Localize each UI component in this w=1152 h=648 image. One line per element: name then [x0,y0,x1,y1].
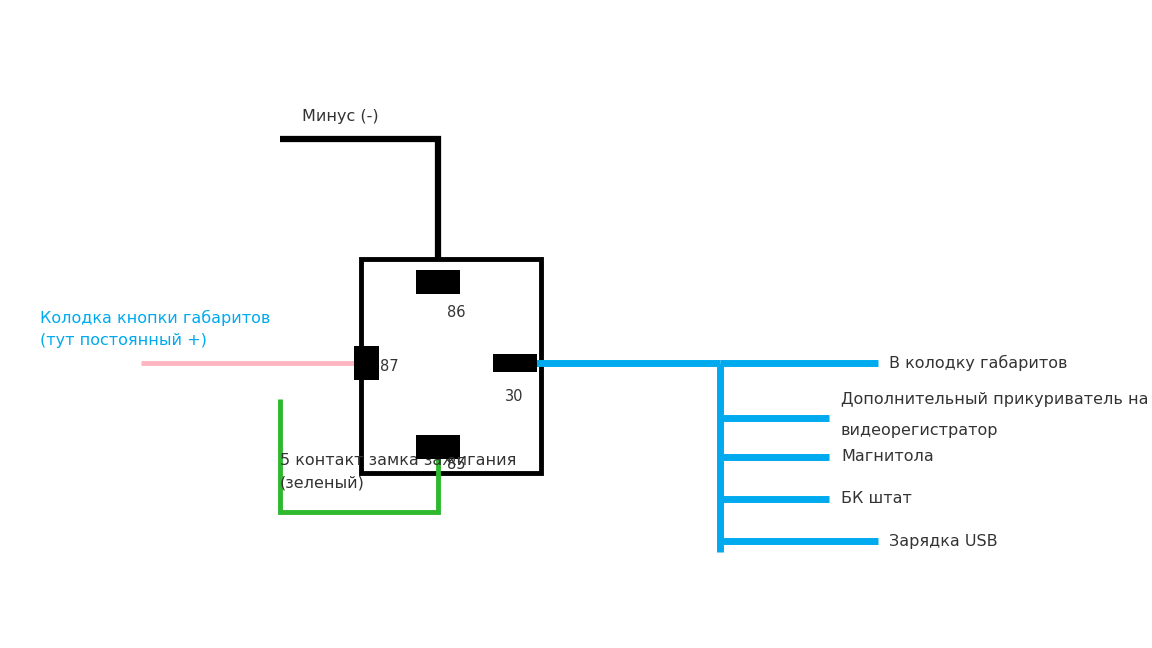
Text: (зеленый): (зеленый) [280,475,365,491]
Text: (тут постоянный +): (тут постоянный +) [40,332,207,348]
Text: видеорегистратор: видеорегистратор [841,423,999,439]
Bar [416,270,460,294]
Text: БК штат: БК штат [841,491,912,507]
Text: 86: 86 [447,305,465,319]
Text: В колодку габаритов: В колодку габаритов [889,355,1068,371]
Bar [354,346,379,380]
Text: Минус (-): Минус (-) [302,109,379,124]
Text: 87: 87 [380,358,399,374]
Text: Магнитола: Магнитола [841,449,934,465]
Text: 85: 85 [447,457,465,472]
Text: Дополнительный прикуриватель на: Дополнительный прикуриватель на [841,392,1149,408]
Bar [361,259,541,473]
Bar [493,354,537,372]
Text: 5 контакт замка зажигания: 5 контакт замка зажигания [280,452,516,468]
Text: Зарядка USB: Зарядка USB [889,533,998,549]
Text: 30: 30 [505,389,523,404]
Text: Колодка кнопки габаритов: Колодка кнопки габаритов [40,310,271,325]
Bar [416,435,460,459]
